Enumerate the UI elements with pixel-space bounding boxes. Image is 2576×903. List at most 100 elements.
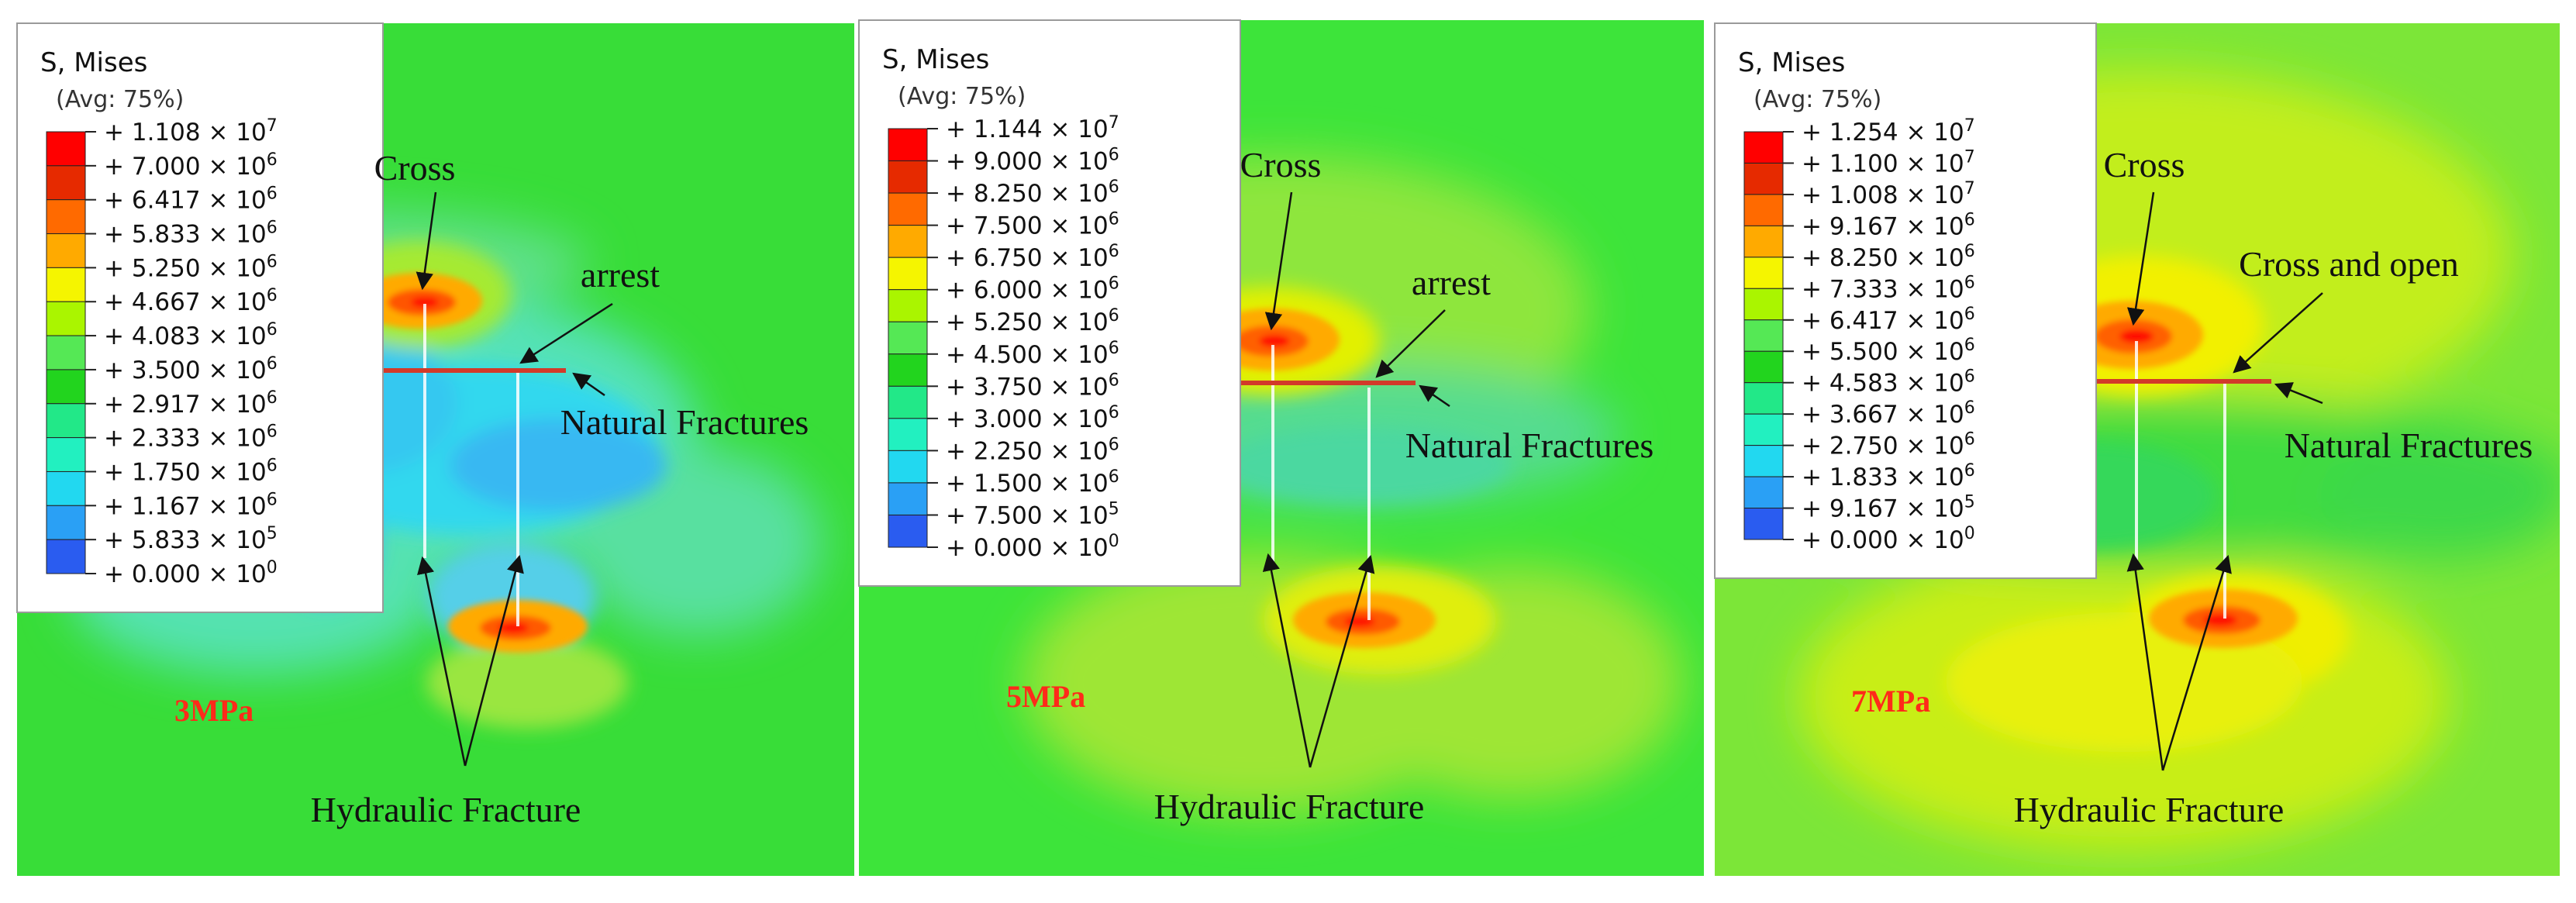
legend-swatch	[1743, 476, 1784, 509]
legend-mantissa: 4.583	[1829, 370, 1898, 398]
legend-exponent: 7	[1964, 178, 1975, 198]
legend-swatch	[46, 165, 86, 201]
legend-exponent: 6	[267, 150, 278, 169]
legend-mantissa: 6.417	[1829, 307, 1898, 335]
legend-mantissa: 8.250	[1829, 244, 1898, 272]
legend-mantissa: 4.667	[132, 288, 201, 316]
legend-swatch	[46, 403, 86, 439]
legend-swatch	[46, 301, 86, 336]
legend-swatch	[1743, 350, 1784, 384]
annotations-5mpa: Cross arrest Natural Fractures 5MPa Hydr…	[1006, 145, 1654, 826]
label-hydraulic-fracture: Hydraulic Fracture	[1154, 787, 1425, 826]
legend-mantissa: 1.100	[1829, 150, 1898, 177]
legend-mantissa: 3.000	[974, 405, 1043, 433]
legend-value: + 9.000 × 106	[946, 145, 1119, 176]
legend-swatch	[888, 128, 928, 162]
legend-value: + 3.000 × 106	[946, 402, 1119, 433]
legend-exponent: 6	[1964, 210, 1975, 229]
legend-exponent: 6	[267, 320, 278, 339]
legend-exponent: 6	[1964, 336, 1975, 355]
legend-mantissa: 3.750	[974, 373, 1043, 401]
legend-value: + 1.108 × 107	[104, 116, 278, 147]
legend-mantissa: 9.167	[1829, 212, 1898, 240]
legend-swatch	[1743, 413, 1784, 446]
legend-swatch	[888, 353, 928, 387]
legend-swatch	[888, 192, 928, 226]
legend-exponent: 5	[267, 524, 278, 543]
legend-value: + 4.500 × 106	[946, 338, 1119, 369]
legend-exponent: 5	[1964, 492, 1975, 512]
legend-value: + 1.254 × 107	[1802, 116, 1975, 147]
legend-mantissa: 0.000	[1829, 526, 1898, 554]
legend-exponent: 6	[267, 286, 278, 305]
legend-value: + 4.083 × 106	[104, 320, 278, 351]
legend-value: + 4.667 × 106	[104, 286, 278, 317]
legend-value: + 1.167 × 106	[104, 490, 278, 521]
legend-exponent: 6	[1109, 338, 1119, 357]
label-natural-fractures: Natural Fractures	[2285, 426, 2533, 465]
legend-swatch	[888, 514, 928, 548]
legend-value: + 2.917 × 106	[104, 388, 278, 419]
legend-value: + 3.500 × 106	[104, 353, 278, 384]
legend-mantissa: 3.500	[132, 357, 201, 384]
legend-value: + 6.750 × 106	[946, 242, 1119, 273]
legend-value: + 2.250 × 106	[946, 435, 1119, 466]
legend-value: + 2.333 × 106	[104, 422, 278, 453]
stress-legend: S, Mises (Avg: 75%) + 1.108 × 107+ 7.000 ×…	[16, 22, 384, 613]
legend-mantissa: 7.333	[1829, 275, 1898, 303]
legend-exponent: 6	[1109, 467, 1119, 486]
legend-value: + 7.500 × 106	[946, 209, 1119, 240]
legend-value: + 7.333 × 106	[1802, 273, 1975, 304]
label-pressure: 3MPa	[174, 693, 253, 728]
legend-swatch	[888, 289, 928, 322]
legend-value: + 4.583 × 106	[1802, 367, 1975, 398]
legend-value: + 6.000 × 106	[946, 274, 1119, 305]
legend-mantissa: 5.250	[974, 308, 1043, 336]
legend-exponent: 6	[1964, 367, 1975, 386]
legend-swatch	[888, 450, 928, 484]
legend-value: + 8.250 × 106	[1802, 241, 1975, 272]
legend-swatch	[888, 225, 928, 258]
legend-mantissa: 9.000	[974, 148, 1043, 176]
legend-value: + 3.667 × 106	[1802, 398, 1975, 429]
legend-value: + 1.100 × 107	[1802, 147, 1975, 178]
annotations-7mpa: Cross Cross and open Natural Fractures 7…	[1851, 145, 2533, 829]
stress-legend: S, Mises (Avg: 75%) + 1.254 × 107+ 1.100 ×…	[1714, 22, 2097, 579]
legend-exponent: 6	[267, 490, 278, 509]
legend-exponent: 7	[267, 116, 278, 136]
legend-value: + 5.250 × 106	[946, 306, 1119, 337]
legend-mantissa: 2.750	[1829, 433, 1898, 460]
label-cross: Cross	[1240, 145, 1322, 184]
label-cross: Cross	[374, 148, 456, 188]
legend-value: + 5.250 × 106	[104, 252, 278, 283]
annotations-3mpa: Cross arrest Natural Fractures 3MPa Hydr…	[174, 148, 809, 829]
legend-mantissa: 9.167	[1829, 495, 1898, 523]
legend-swatch	[888, 160, 928, 194]
legend-value: + 8.250 × 106	[946, 177, 1119, 209]
legend-swatch	[46, 539, 86, 574]
legend-mantissa: 5.833	[132, 221, 201, 249]
legend-mantissa: 5.500	[1829, 338, 1898, 366]
legend-swatch	[888, 321, 928, 355]
legend-value: + 1.833 × 106	[1802, 461, 1975, 492]
legend-exponent: 6	[1964, 304, 1975, 323]
legend-swatch	[46, 470, 86, 506]
legend-swatch	[46, 369, 86, 405]
legend-value: + 1.008 × 107	[1802, 178, 1975, 209]
legend-exponent: 7	[1964, 116, 1975, 136]
legend-mantissa: 1.833	[1829, 464, 1898, 491]
legend-mantissa: 1.167	[132, 492, 201, 520]
legend-exponent: 6	[267, 456, 278, 475]
legend-swatch	[888, 385, 928, 419]
legend-exponent: 6	[1109, 371, 1119, 390]
legend-mantissa: 1.008	[1829, 181, 1898, 209]
legend-exponent: 6	[1964, 273, 1975, 292]
legend-swatch	[1743, 131, 1784, 164]
legend-value: + 6.417 × 106	[104, 184, 278, 215]
label-natural-fractures: Natural Fractures	[560, 402, 809, 442]
label-hydraulic-fracture: Hydraulic Fracture	[2014, 790, 2285, 829]
legend-swatch	[1743, 508, 1784, 540]
legend-swatch	[1743, 319, 1784, 352]
legend-value: + 9.167 × 105	[1802, 492, 1975, 523]
legend-swatch	[46, 267, 86, 302]
